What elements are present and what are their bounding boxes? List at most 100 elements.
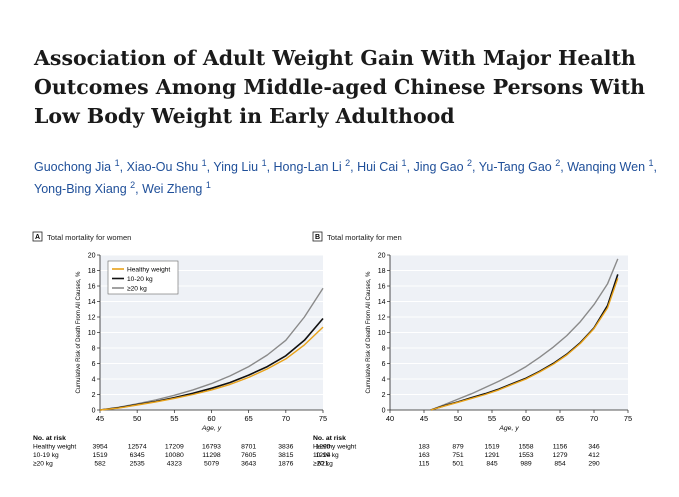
author-name[interactable]: Jing Gao bbox=[413, 160, 468, 174]
x-tick-label: 50 bbox=[454, 414, 462, 423]
author-name[interactable]: Yong-Bing Xiang bbox=[34, 182, 131, 196]
at-risk-value: 4323 bbox=[167, 461, 182, 468]
at-risk-value: 17209 bbox=[165, 444, 184, 451]
y-tick-label: 4 bbox=[92, 377, 96, 384]
author-name[interactable]: Guochong Jia bbox=[34, 160, 115, 174]
at-risk-value: 621 bbox=[317, 461, 329, 468]
x-tick-label: 60 bbox=[522, 414, 530, 423]
author-affiliation: 1 bbox=[648, 157, 654, 168]
author-affiliation: 1 bbox=[114, 157, 120, 168]
author-affiliation: 1 bbox=[401, 157, 407, 168]
y-tick-label: 0 bbox=[382, 408, 386, 415]
at-risk-heading: No. at risk bbox=[33, 435, 66, 442]
series-line-healthy-weight bbox=[430, 278, 619, 411]
at-risk-value: 1279 bbox=[552, 452, 567, 459]
at-risk-value: 1519 bbox=[484, 444, 499, 451]
at-risk-value: 1519 bbox=[92, 452, 107, 459]
panel-a-women: A Total mortality for women 0 2 4 6 8 10 12 14 16 1… bbox=[32, 231, 331, 468]
x-tick-label: 70 bbox=[282, 414, 290, 423]
legend-label: Healthy weight bbox=[127, 266, 170, 273]
y-tick-label: 16 bbox=[378, 284, 386, 291]
author-name[interactable]: Wei Zheng bbox=[142, 182, 206, 196]
y-tick-label: 10 bbox=[378, 330, 386, 337]
at-risk-value: 11298 bbox=[202, 452, 221, 459]
at-risk-value: 845 bbox=[486, 461, 498, 468]
at-risk-value: 1553 bbox=[518, 452, 533, 459]
author-name[interactable]: Yu-Tang Gao bbox=[478, 160, 556, 174]
at-risk-value: 12574 bbox=[128, 444, 147, 451]
at-risk-row-label: Healthy weight bbox=[313, 444, 356, 451]
y-tick-label: 2 bbox=[92, 392, 96, 399]
x-tick-label: 65 bbox=[556, 414, 564, 423]
author-name[interactable]: Wanqing Wen bbox=[567, 160, 649, 174]
panel-title: Total mortality for men bbox=[327, 233, 402, 242]
panel-title: Total mortality for women bbox=[47, 233, 131, 242]
at-risk-value: 163 bbox=[418, 452, 430, 459]
y-tick-label: 12 bbox=[88, 315, 96, 322]
legend-label: ≥20 kg bbox=[127, 285, 147, 292]
y-axis-label: Cumulative Risk of Death From All Causes… bbox=[76, 271, 82, 394]
x-tick-label: 50 bbox=[133, 414, 141, 423]
at-risk-value: 879 bbox=[452, 444, 464, 451]
at-risk-value: 989 bbox=[520, 461, 532, 468]
panel-letter-box bbox=[312, 231, 323, 242]
author-separator: , bbox=[560, 160, 568, 174]
at-risk-value: 501 bbox=[452, 461, 464, 468]
at-risk-heading: No. at risk bbox=[313, 435, 346, 442]
y-tick-label: 18 bbox=[378, 268, 386, 275]
legend-label: 10-20 kg bbox=[127, 276, 153, 283]
at-risk-value: 1558 bbox=[518, 444, 533, 451]
at-risk-value: 1291 bbox=[484, 452, 499, 459]
at-risk-value: 1876 bbox=[278, 461, 293, 468]
panel-letter-box bbox=[32, 231, 43, 242]
y-tick-label: 14 bbox=[378, 299, 386, 306]
at-risk-row-label: 10-19 kg bbox=[33, 452, 59, 459]
at-risk-value: 3643 bbox=[241, 461, 256, 468]
author-separator: , bbox=[653, 160, 657, 174]
at-risk-value: 582 bbox=[94, 461, 106, 468]
at-risk-value: 10080 bbox=[165, 452, 184, 459]
panel-b-men: B Total mortality for men 0 2 4 6 8 10 12 14 16 18 2… bbox=[312, 231, 632, 468]
author-name[interactable]: Hong-Lan Li bbox=[273, 160, 346, 174]
at-risk-value: 751 bbox=[452, 452, 464, 459]
y-tick-label: 12 bbox=[378, 315, 386, 322]
at-risk-value: 1290 bbox=[315, 444, 330, 451]
author-separator: , bbox=[472, 160, 479, 174]
at-risk-value: 412 bbox=[588, 452, 600, 459]
panel-letter: A bbox=[35, 234, 40, 241]
author-name[interactable]: Ying Liu bbox=[213, 160, 262, 174]
author-name[interactable]: Xiao-Ou Shu bbox=[126, 160, 202, 174]
author-separator: , bbox=[119, 160, 127, 174]
at-risk-value: 183 bbox=[418, 444, 430, 451]
x-axis-label: Age, y bbox=[201, 425, 222, 432]
x-tick-label: 75 bbox=[319, 414, 327, 423]
y-tick-label: 18 bbox=[88, 268, 96, 275]
at-risk-value: 2535 bbox=[130, 461, 145, 468]
at-risk-value: 346 bbox=[588, 444, 600, 451]
author-affiliation: 1 bbox=[205, 179, 211, 190]
y-tick-label: 14 bbox=[88, 299, 96, 306]
at-risk-value: 3954 bbox=[92, 444, 107, 451]
panel-letter: B bbox=[315, 234, 320, 241]
at-risk-value: 5079 bbox=[204, 461, 219, 468]
x-tick-label: 65 bbox=[245, 414, 253, 423]
at-risk-row-label: ≥20 kg bbox=[33, 461, 53, 468]
at-risk-value: 7605 bbox=[241, 452, 256, 459]
author-separator: , bbox=[350, 160, 358, 174]
x-tick-label: 45 bbox=[96, 414, 104, 423]
author-separator: , bbox=[135, 182, 143, 196]
series-line-20kg-plus bbox=[430, 258, 619, 411]
x-tick-label: 70 bbox=[590, 414, 598, 423]
y-tick-label: 10 bbox=[88, 330, 96, 337]
y-tick-label: 8 bbox=[382, 346, 386, 353]
at-risk-value: 290 bbox=[588, 461, 600, 468]
at-risk-value: 6345 bbox=[130, 452, 145, 459]
y-tick-label: 6 bbox=[382, 361, 386, 368]
author-separator: , bbox=[266, 160, 274, 174]
author-name[interactable]: Hui Cai bbox=[357, 160, 402, 174]
at-risk-value: 854 bbox=[554, 461, 566, 468]
at-risk-row-label: Healthy weight bbox=[33, 444, 76, 451]
y-tick-label: 6 bbox=[92, 361, 96, 368]
y-tick-label: 4 bbox=[382, 377, 386, 384]
